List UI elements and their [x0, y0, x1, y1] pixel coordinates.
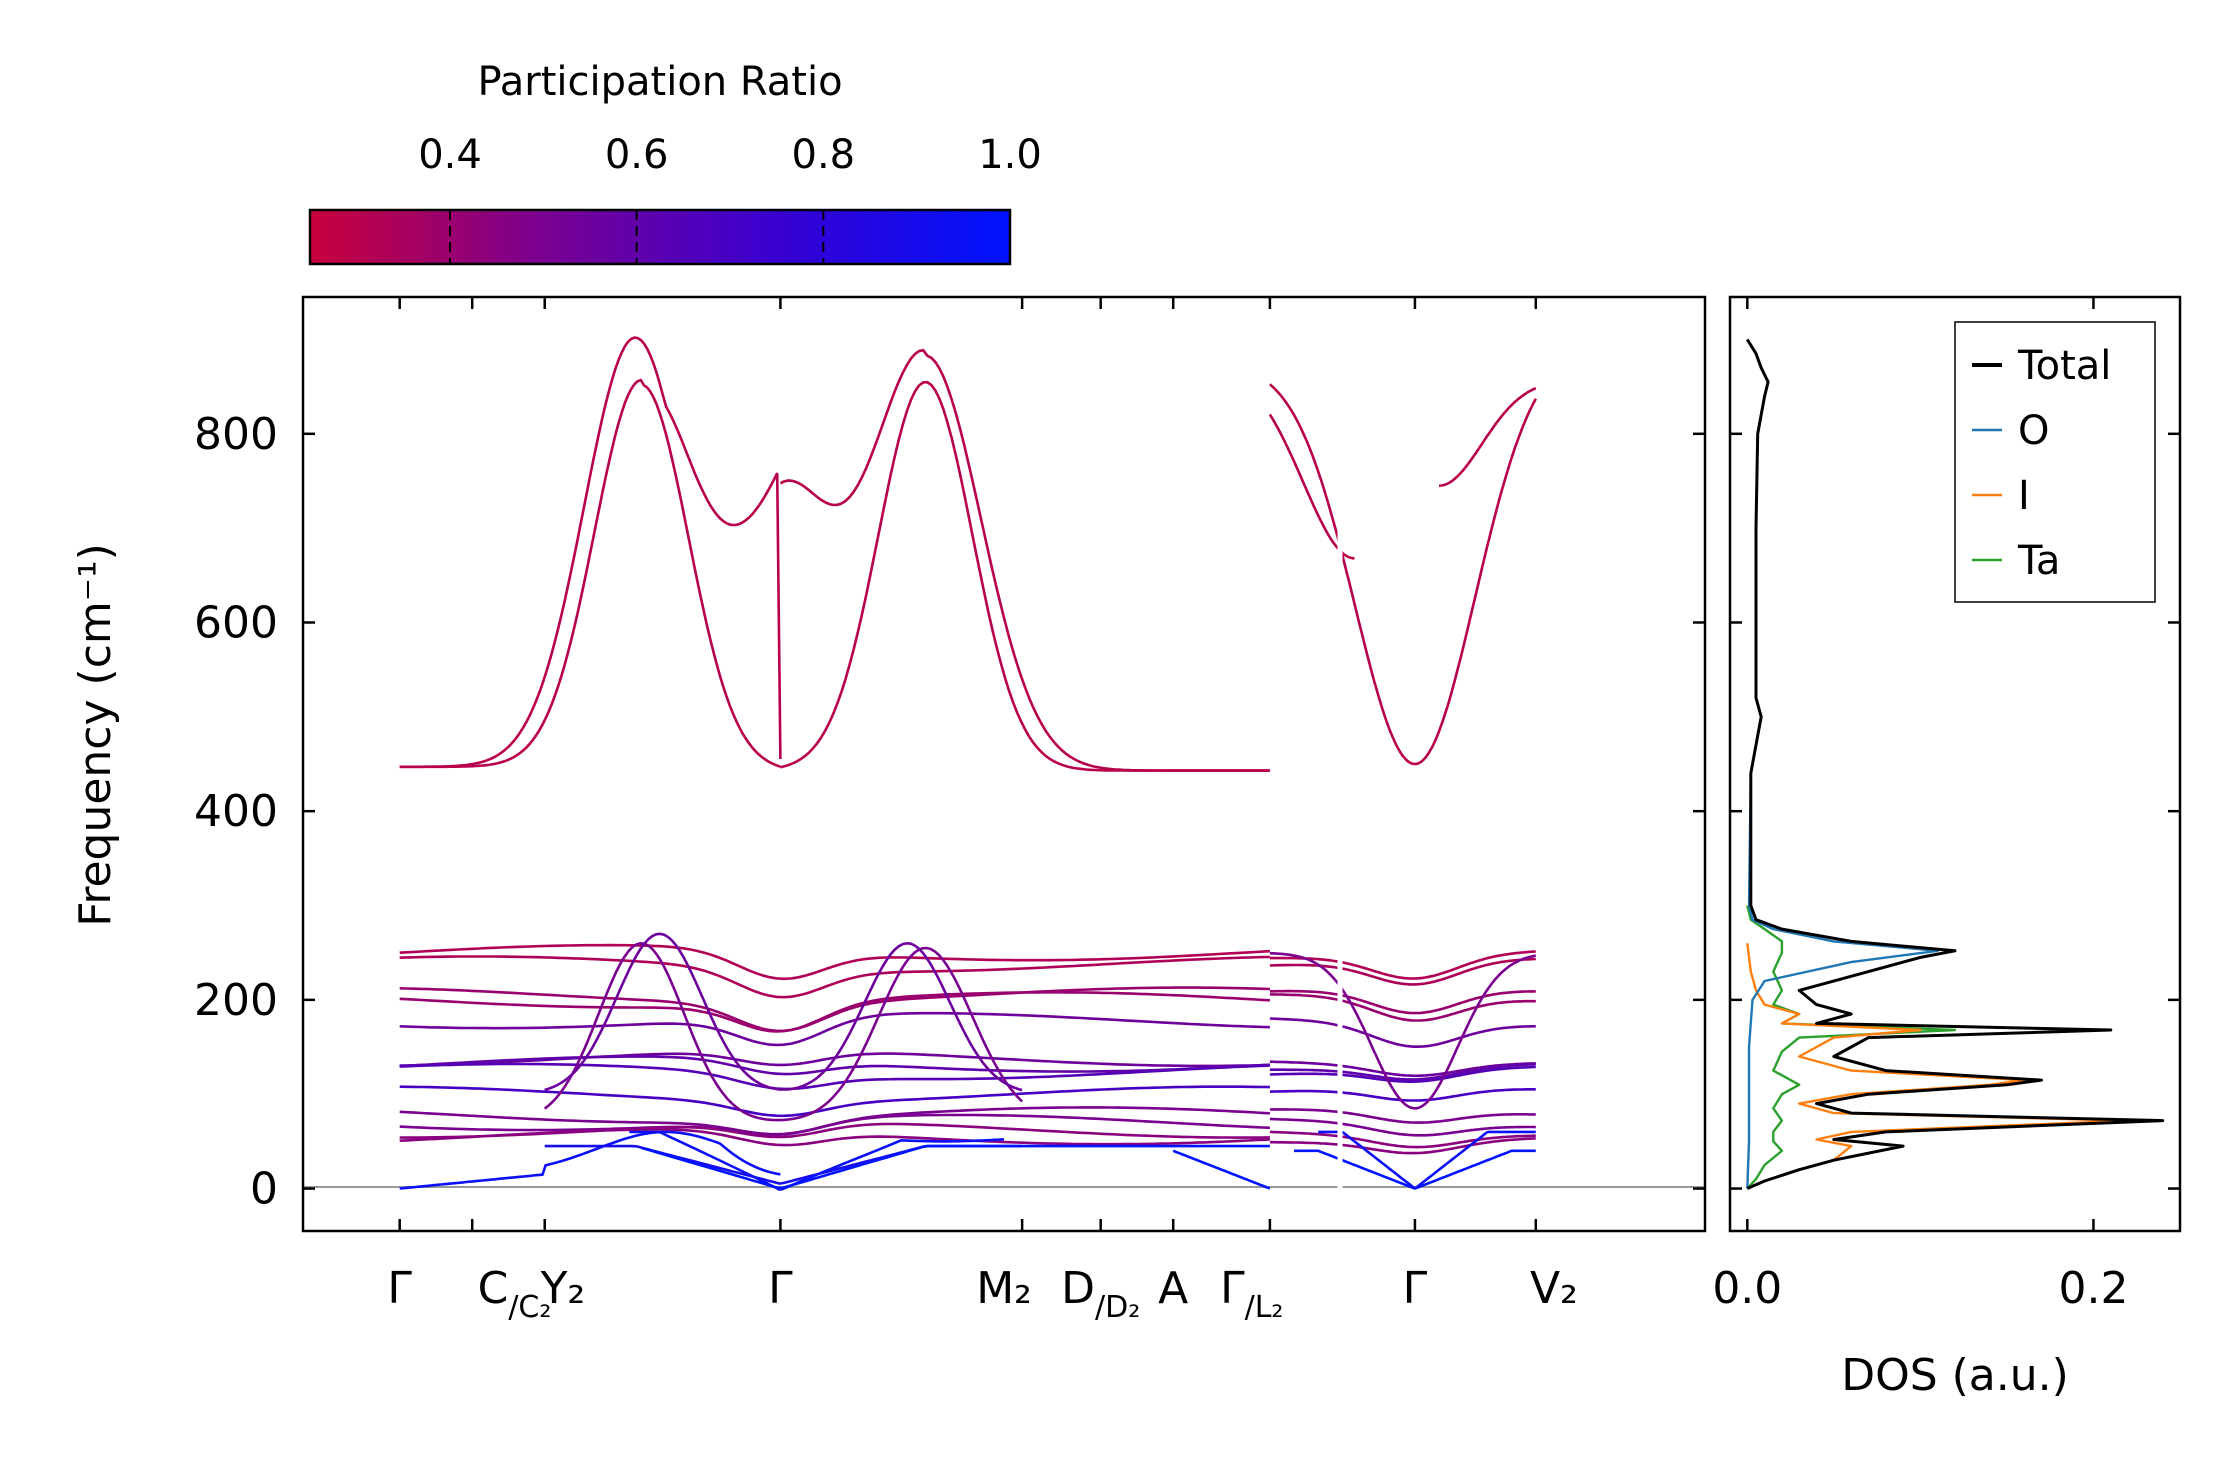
legend-label: I [2018, 473, 2030, 519]
phonon-band [399, 991, 1270, 1033]
colorbar-tick-label: 0.8 [792, 132, 856, 178]
dos-x-tick-label: 0.2 [2058, 1263, 2128, 1314]
phonon-band [1269, 1065, 1536, 1083]
x-tick-label: D/D₂ [1061, 1263, 1140, 1325]
y-axis-label: Frequency (cm⁻¹) [70, 543, 121, 927]
phonon-band [543, 941, 1024, 1122]
phonon-band [1269, 951, 1537, 1110]
legend: Total OI Ta [1954, 321, 2156, 603]
legend-label: Total [2017, 343, 2111, 389]
phonon-band [544, 1144, 1023, 1185]
phonon-band [629, 1130, 1005, 1191]
x-tick-label: M₂ [976, 1263, 1032, 1314]
phonon-band [399, 378, 781, 769]
phonon-band [779, 348, 1270, 772]
colorbar-tick-label: 0.4 [418, 132, 482, 178]
phonon-band [780, 380, 1270, 772]
dos-series-ta [1746, 905, 1957, 1190]
phonon-band [399, 1062, 1270, 1091]
dos-axes-frame [1728, 295, 2182, 1233]
dos-series-total [1746, 338, 2165, 1190]
phonon-band [1414, 398, 1537, 766]
phonon-band [1269, 1088, 1536, 1102]
colorbar-title: Participation Ratio [477, 59, 842, 105]
x-tick-label: C/C₂ [478, 1263, 552, 1325]
legend-box [1954, 321, 2156, 603]
x-tick-label: Y₂ [540, 1263, 586, 1314]
colorbar-tick-label: 0.6 [605, 132, 669, 178]
phonon-band [1172, 1149, 1271, 1190]
phonon-band [399, 986, 1270, 1033]
phonon-band [1269, 957, 1536, 986]
phonon-band [1269, 1017, 1536, 1048]
y-tick-label: 800 [194, 409, 278, 460]
dos-x-axis-label: DOS (a.u.) [1841, 1350, 2069, 1401]
phonon-bands [399, 336, 1537, 1191]
legend-label: O [2018, 408, 2049, 454]
phonon-band [641, 1144, 1270, 1190]
phonon-band [399, 1128, 1270, 1147]
dos-x-tick-label: 0.0 [1712, 1263, 1782, 1314]
phonon-band [1269, 1108, 1536, 1124]
x-tick-label: Γ [1403, 1263, 1428, 1314]
phonon-band [1318, 1130, 1536, 1190]
y-tick-label: 0 [250, 1164, 278, 1215]
y-tick-label: 600 [194, 597, 278, 648]
phonon-band [399, 1113, 1270, 1137]
colorbar-gradient [308, 208, 1012, 266]
y-tick-label: 200 [194, 975, 278, 1026]
phonon-band [1269, 1060, 1536, 1078]
phonon-band [1269, 1117, 1536, 1137]
phonon-band [399, 1055, 1270, 1076]
phonon-band [1269, 989, 1536, 1015]
dos-panel: 0.0 0.2 DOS (a.u.) Total OI Ta [1712, 295, 2182, 1401]
x-tick-label: Γ/L₂ [1220, 1263, 1283, 1325]
phonon-band [399, 943, 1270, 981]
phonon-band [544, 932, 1023, 1092]
phonon-band [399, 1085, 1270, 1118]
phonon-band [1439, 386, 1537, 487]
phonon-band [1294, 1149, 1536, 1190]
phonon-band [399, 1130, 781, 1190]
y-tick-label: 400 [194, 786, 278, 837]
phonon-band [1269, 1062, 1536, 1081]
x-tick-label: Γ [387, 1263, 412, 1314]
dos-series-o [1746, 338, 1939, 1189]
dos-curves [1746, 338, 2165, 1190]
x-tick-label: V₂ [1530, 1263, 1578, 1314]
phonon-band [399, 955, 1270, 999]
phonon-band [1269, 993, 1536, 1022]
dos-axes-ticks: 0.0 0.2 [1712, 297, 2180, 1314]
phonon-band [1269, 950, 1536, 980]
legend-label: Ta [2017, 538, 2060, 584]
phonon-band [399, 1011, 1270, 1047]
x-tick-label: A [1158, 1263, 1188, 1314]
colorbar-ticks: 0.4 0.6 0.8 1.0 [418, 132, 1042, 264]
colorbar: Participation Ratio 0.4 0.6 0.8 1.0 [308, 59, 1042, 266]
colorbar-tick-label: 1.0 [978, 132, 1042, 178]
dos-series-i [1746, 943, 2130, 1190]
legend-items: Total OI Ta [1972, 343, 2111, 584]
phonon-band [1269, 1137, 1536, 1155]
x-tick-label: Γ [768, 1263, 793, 1314]
phonon-band [1269, 1130, 1536, 1149]
band-axes-frame [301, 295, 1707, 1233]
